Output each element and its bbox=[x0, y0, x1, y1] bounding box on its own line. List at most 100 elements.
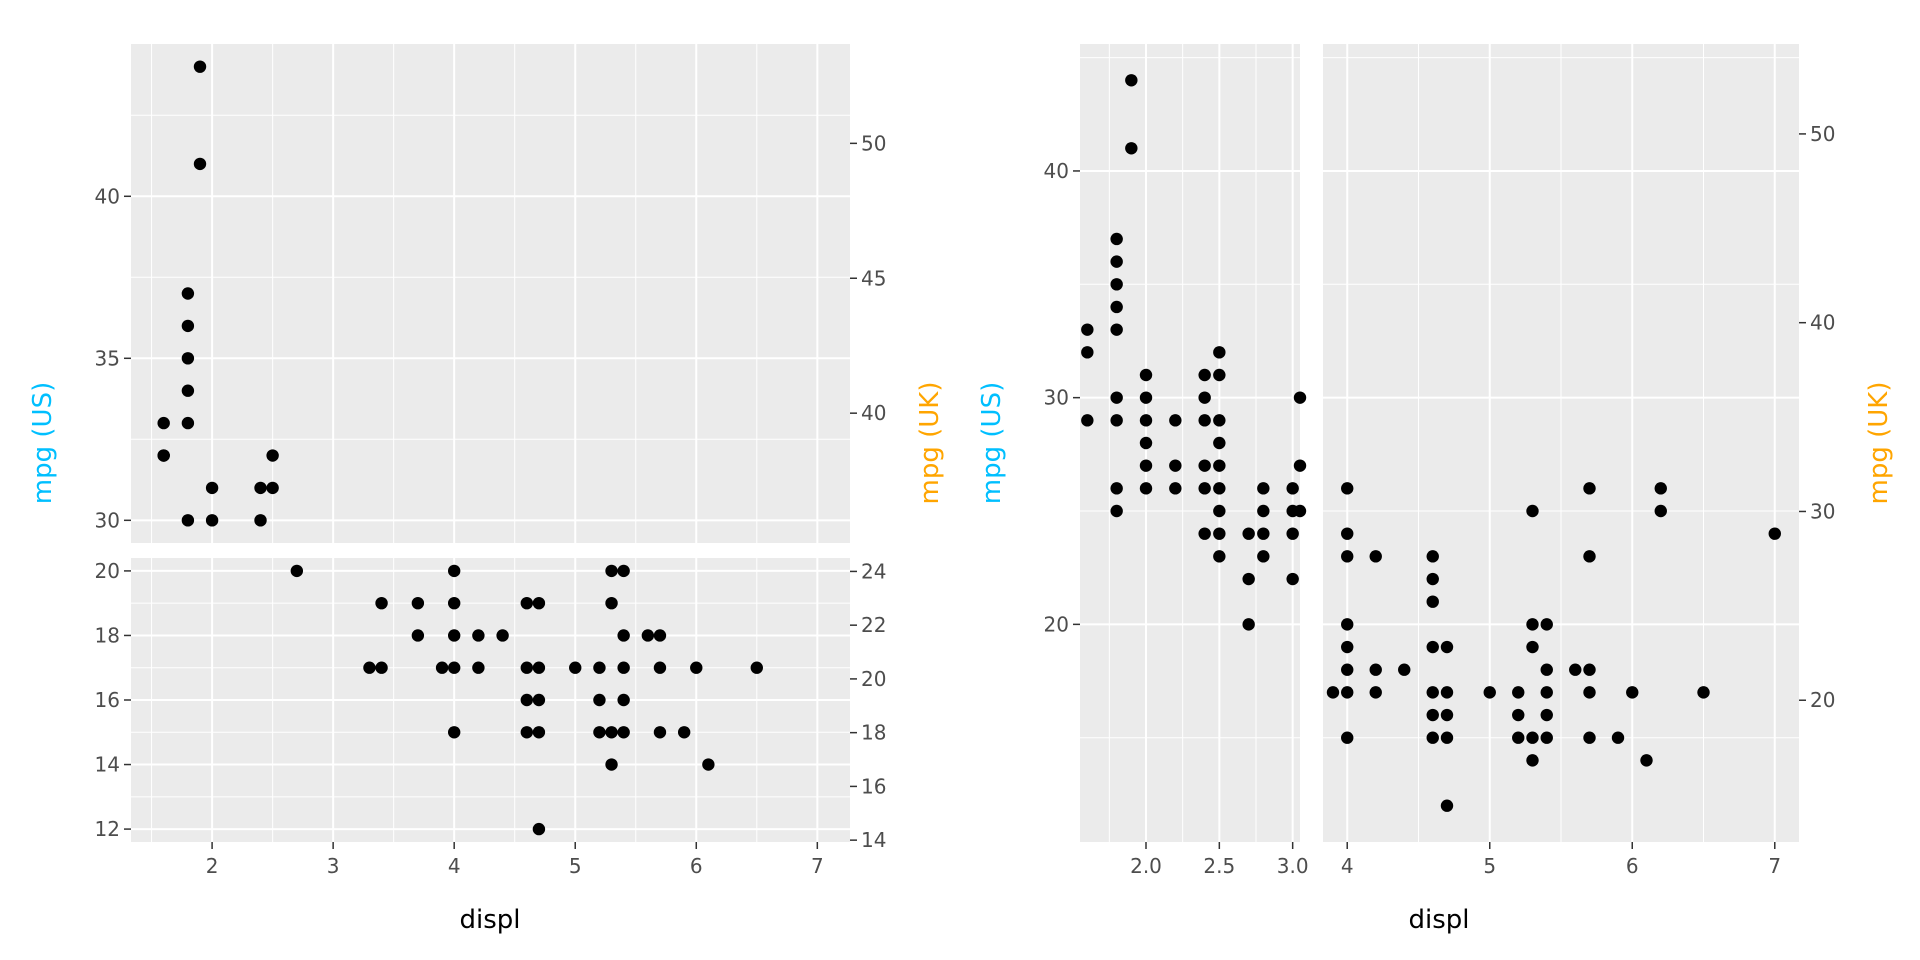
data-point bbox=[1440, 708, 1454, 722]
data-point bbox=[653, 726, 667, 739]
data-point bbox=[266, 449, 279, 462]
data-point bbox=[617, 726, 630, 739]
data-point bbox=[447, 629, 461, 642]
data-point bbox=[1139, 391, 1153, 404]
data-point bbox=[205, 481, 219, 495]
data-point bbox=[1540, 618, 1553, 631]
data-point bbox=[1081, 414, 1094, 427]
data-point bbox=[653, 629, 667, 642]
data-point bbox=[593, 726, 606, 739]
data-point bbox=[1440, 686, 1454, 699]
data-point bbox=[593, 661, 606, 674]
data-point bbox=[254, 481, 267, 495]
data-point bbox=[447, 726, 461, 739]
x-tick-label: 2.0 bbox=[1130, 854, 1162, 878]
data-point bbox=[411, 629, 425, 642]
data-point bbox=[1242, 527, 1255, 540]
y-left-tick-label: 20 bbox=[95, 559, 120, 583]
data-point bbox=[641, 629, 655, 642]
data-point bbox=[1583, 663, 1596, 676]
data-point bbox=[1198, 391, 1211, 404]
data-point bbox=[1512, 708, 1525, 722]
data-point bbox=[617, 564, 630, 578]
data-point bbox=[193, 157, 207, 171]
data-point bbox=[472, 661, 485, 674]
data-point bbox=[1611, 731, 1625, 744]
data-point bbox=[447, 661, 461, 674]
data-point bbox=[702, 758, 715, 771]
data-point bbox=[1654, 482, 1667, 495]
x-tick-label: 5 bbox=[1483, 854, 1496, 878]
y-left-tick-label: 35 bbox=[95, 346, 120, 370]
data-point bbox=[254, 514, 267, 527]
y-right-tick-label: 20 bbox=[861, 667, 886, 691]
data-point bbox=[1213, 504, 1226, 518]
data-point bbox=[1440, 731, 1454, 744]
data-point bbox=[181, 287, 195, 300]
data-point bbox=[532, 596, 546, 610]
data-point bbox=[1341, 640, 1354, 654]
data-point bbox=[1526, 640, 1539, 654]
data-point bbox=[1512, 686, 1525, 699]
data-point bbox=[1540, 708, 1553, 722]
data-point bbox=[1110, 300, 1123, 314]
data-point bbox=[653, 661, 667, 674]
data-point bbox=[520, 661, 534, 674]
data-point bbox=[1341, 663, 1354, 676]
data-point bbox=[1139, 414, 1153, 427]
y-right-tick-label: 22 bbox=[861, 613, 886, 637]
data-point bbox=[1426, 550, 1439, 563]
y-right-tick-label: 24 bbox=[861, 559, 886, 583]
data-point bbox=[1293, 459, 1307, 472]
x-tick-label: 7 bbox=[1768, 854, 1781, 878]
data-point bbox=[1110, 255, 1123, 268]
data-point bbox=[1697, 686, 1710, 699]
x-tick-label: 6 bbox=[690, 854, 703, 878]
data-point bbox=[569, 661, 582, 674]
data-point bbox=[1426, 595, 1439, 608]
data-point bbox=[1526, 731, 1539, 744]
y-left-tick-label: 30 bbox=[1044, 386, 1069, 410]
data-point bbox=[157, 449, 170, 462]
data-point bbox=[1526, 504, 1539, 518]
data-point bbox=[1583, 731, 1596, 744]
data-point bbox=[1213, 368, 1226, 382]
data-point bbox=[1426, 686, 1439, 699]
data-point bbox=[375, 596, 388, 610]
data-point bbox=[690, 661, 703, 674]
x-tick-label: 3 bbox=[327, 854, 340, 878]
data-point bbox=[605, 564, 618, 578]
data-point bbox=[1257, 482, 1270, 495]
data-point bbox=[205, 514, 219, 527]
data-point bbox=[1286, 572, 1299, 586]
y-left-tick-label: 40 bbox=[1044, 159, 1069, 183]
y-right-tick-label: 18 bbox=[861, 721, 886, 745]
data-point bbox=[1110, 414, 1123, 427]
data-point bbox=[1640, 754, 1653, 767]
data-point bbox=[520, 596, 534, 610]
x-tick-label: 2 bbox=[206, 854, 219, 878]
data-point bbox=[1440, 799, 1454, 812]
data-point bbox=[1110, 323, 1123, 336]
left-upper-panel-background bbox=[131, 44, 850, 543]
y-left-axis-title: mpg (US) bbox=[28, 382, 58, 504]
data-point bbox=[520, 693, 534, 707]
x-axis-title: displ bbox=[459, 905, 520, 935]
x-tick-label: 4 bbox=[448, 854, 461, 878]
data-point bbox=[1369, 550, 1382, 563]
data-point bbox=[1626, 686, 1639, 699]
data-point bbox=[532, 693, 546, 707]
data-point bbox=[593, 693, 606, 707]
data-point bbox=[1540, 731, 1553, 744]
data-point bbox=[181, 352, 195, 365]
y-right-tick-label: 40 bbox=[861, 401, 886, 425]
data-point bbox=[1213, 436, 1226, 450]
right-left-panel-background bbox=[1080, 44, 1300, 842]
x-tick-label: 5 bbox=[569, 854, 582, 878]
data-point bbox=[1286, 482, 1299, 495]
data-point bbox=[1341, 686, 1354, 699]
data-point bbox=[472, 629, 485, 642]
data-point bbox=[1326, 686, 1340, 699]
data-point bbox=[1081, 323, 1094, 336]
y-right-tick-label: 16 bbox=[861, 774, 886, 798]
